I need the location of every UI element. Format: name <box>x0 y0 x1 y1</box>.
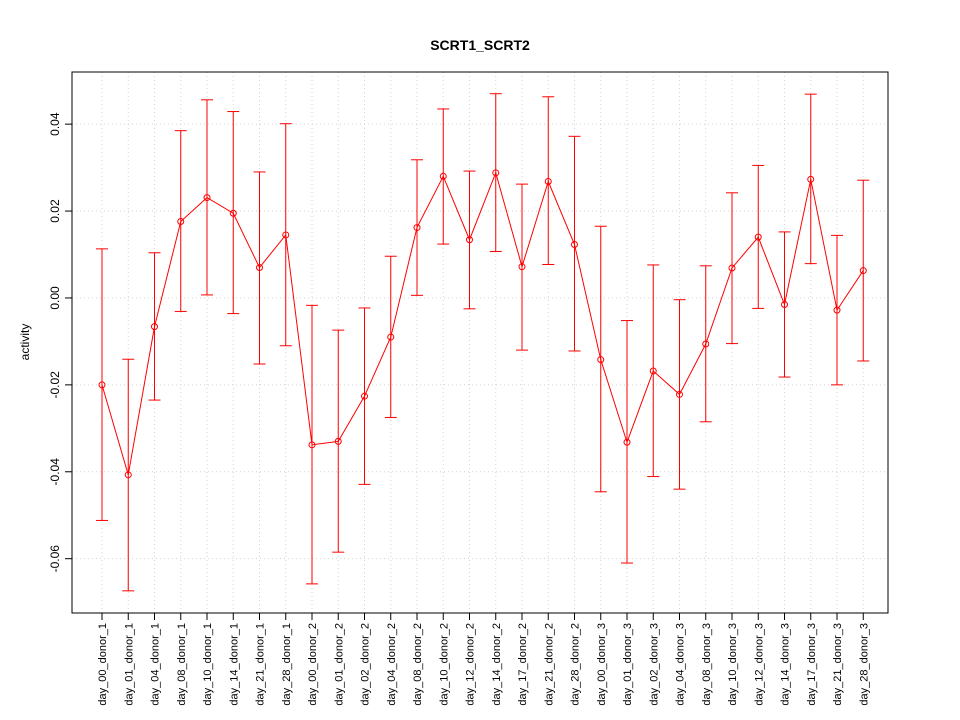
x-tick-label: day_14_donor_2 <box>491 623 503 706</box>
data-point <box>282 231 290 239</box>
data-point <box>98 381 106 389</box>
x-tick-label: day_28_donor_3 <box>858 623 870 706</box>
y-tick-label: -0.06 <box>48 545 62 573</box>
axes: -0.06 -0.04 -0.02 0.00 0.02 0.04 day_00_donor_… <box>48 112 870 705</box>
x-tick-label: day_04_donor_2 <box>386 623 398 706</box>
x-tick-label: day_14_donor_1 <box>228 623 240 706</box>
error-bar <box>804 93 817 265</box>
x-tick-label: day_00_donor_1 <box>97 623 109 706</box>
x-tick-label: day_01_donor_2 <box>333 623 345 706</box>
x-tick-label: day_12_donor_3 <box>753 623 765 706</box>
x-tick-label: day_12_donor_2 <box>465 623 477 706</box>
x-tick-label: day_04_donor_3 <box>675 623 687 706</box>
error-bar <box>96 248 108 521</box>
y-axis-label: activity <box>18 324 32 361</box>
series-line <box>101 171 864 475</box>
x-tick-label: day_10_donor_3 <box>727 623 739 706</box>
data-point <box>728 264 736 272</box>
error-bar <box>227 111 240 315</box>
data-point <box>544 178 552 186</box>
error-bar <box>122 358 135 592</box>
data-point <box>518 263 526 271</box>
data-point <box>571 241 578 249</box>
x-tick-label: day_01_donor_3 <box>622 623 634 706</box>
y-tick-label: -0.02 <box>48 371 62 399</box>
data-point <box>229 209 237 217</box>
chart-title: SCRT1_SCRT2 <box>430 37 530 53</box>
data-point <box>781 300 788 308</box>
x-tick-label: day_08_donor_3 <box>701 623 713 706</box>
data-series <box>96 93 870 592</box>
data-point <box>623 438 631 446</box>
data-point <box>754 233 762 241</box>
data-point <box>597 356 605 364</box>
x-tick-label: day_21_donor_3 <box>832 623 844 706</box>
data-point <box>334 437 342 445</box>
data-point <box>649 367 657 375</box>
x-tick-label: day_14_donor_3 <box>780 623 792 706</box>
x-tick-label: day_10_donor_2 <box>438 623 450 706</box>
data-point <box>859 267 867 275</box>
x-tick-label: day_10_donor_1 <box>202 623 214 706</box>
x-tick-label: day_08_donor_1 <box>176 623 188 706</box>
data-point <box>124 471 132 479</box>
data-point <box>151 323 158 331</box>
data-point <box>676 390 683 398</box>
x-tick-label: day_28_donor_2 <box>570 623 582 706</box>
y-tick-label: 0.00 <box>48 286 62 310</box>
y-tick-label: 0.02 <box>48 199 62 223</box>
x-tick-label: day_21_donor_2 <box>543 623 555 706</box>
data-point <box>361 392 368 400</box>
data-point <box>492 169 500 177</box>
data-point <box>833 306 841 314</box>
x-tick-label: day_21_donor_1 <box>255 623 267 706</box>
data-point <box>413 224 421 232</box>
data-point <box>702 340 710 348</box>
x-tick-label: day_00_donor_3 <box>596 623 608 706</box>
x-tick-label: day_01_donor_1 <box>123 623 135 706</box>
data-point <box>177 217 185 225</box>
data-point <box>387 333 395 341</box>
x-tick-label: day_28_donor_1 <box>281 623 293 706</box>
data-point <box>807 175 815 183</box>
x-tick-label: day_17_donor_3 <box>806 623 818 706</box>
plot-frame <box>71 71 889 614</box>
y-tick-label: -0.04 <box>48 458 62 486</box>
data-point <box>466 236 473 244</box>
x-tick-label: day_02_donor_3 <box>648 623 660 706</box>
data-point <box>256 264 263 272</box>
x-tick-label: day_02_donor_2 <box>360 623 372 706</box>
grid <box>72 72 888 613</box>
data-point <box>203 194 211 202</box>
data-point <box>439 172 447 180</box>
x-tick-label: day_08_donor_2 <box>412 623 424 706</box>
x-tick-label: day_04_donor_1 <box>150 623 162 706</box>
x-tick-label: day_17_donor_2 <box>517 623 529 706</box>
y-tick-label: 0.04 <box>48 112 62 136</box>
x-tick-label: day_00_donor_2 <box>307 623 319 706</box>
data-point <box>308 441 316 449</box>
